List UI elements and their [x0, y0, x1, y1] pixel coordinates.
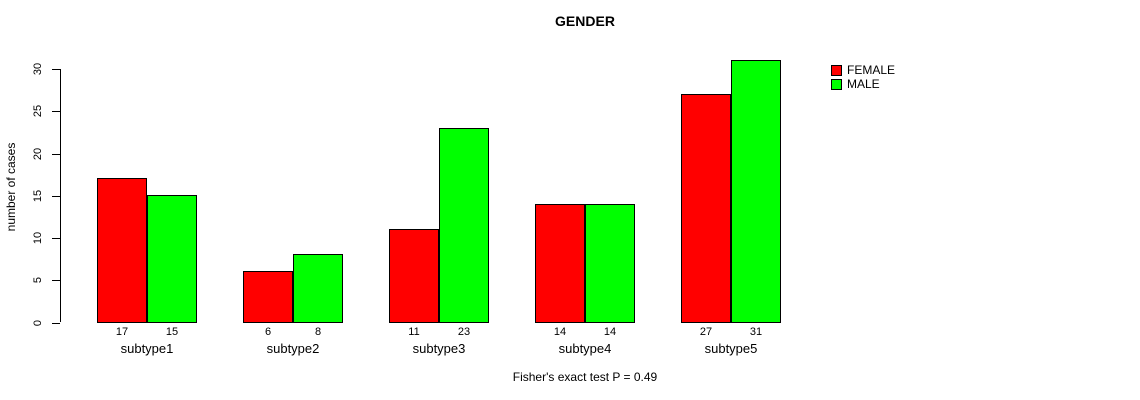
y-tick-mark [52, 323, 60, 324]
x-category-label: subtype2 [266, 341, 320, 356]
bar-male-subtype4 [585, 204, 635, 323]
bar-female-subtype1 [97, 178, 147, 323]
y-tick-label: 20 [32, 147, 44, 161]
bar-value-label: 17 [115, 326, 129, 338]
bar-female-subtype5 [681, 94, 731, 323]
y-tick-mark [52, 111, 60, 112]
x-category-label: subtype1 [120, 341, 174, 356]
x-category-label: subtype5 [704, 341, 758, 356]
bar-value-label: 14 [603, 326, 617, 338]
legend-item-female: FEMALE [831, 64, 895, 77]
bar-male-subtype2 [293, 254, 343, 323]
x-category-label: subtype4 [558, 341, 612, 356]
y-tick-label: 0 [32, 319, 44, 327]
bar-value-label: 27 [699, 326, 713, 338]
legend-item-male: MALE [831, 78, 895, 91]
y-tick-label: 25 [32, 104, 44, 118]
y-tick-label: 10 [32, 231, 44, 245]
bar-female-subtype2 [243, 271, 293, 323]
x-category-label: subtype3 [412, 341, 466, 356]
legend-label: MALE [847, 77, 880, 91]
y-tick-mark [52, 238, 60, 239]
y-tick-mark [52, 154, 60, 155]
y-tick-label: 30 [32, 62, 44, 76]
bar-male-subtype1 [147, 195, 197, 323]
bar-male-subtype3 [439, 128, 489, 323]
bar-value-label: 14 [553, 326, 567, 338]
bar-value-label: 23 [457, 326, 471, 338]
y-tick-mark [52, 196, 60, 197]
y-tick-label: 15 [32, 189, 44, 203]
bar-value-label: 11 [408, 326, 420, 338]
caption: Fisher's exact test P = 0.49 [512, 370, 658, 384]
y-axis-line [60, 69, 61, 322]
y-tick-label: 5 [32, 276, 44, 284]
bar-male-subtype5 [731, 60, 781, 323]
bar-female-subtype4 [535, 204, 585, 323]
bar-value-label: 8 [314, 326, 322, 338]
bar-value-label: 31 [749, 326, 763, 338]
y-tick-mark [52, 69, 60, 70]
legend-swatch-male [831, 79, 842, 90]
legend: FEMALE MALE [831, 64, 895, 92]
y-tick-mark [52, 280, 60, 281]
legend-label: FEMALE [847, 63, 896, 77]
bar-value-label: 6 [264, 326, 272, 338]
bar-value-label: 15 [165, 326, 179, 338]
legend-swatch-female [831, 65, 842, 76]
y-axis-title: number of cases [4, 142, 18, 232]
chart-title: GENDER [555, 13, 615, 29]
bar-female-subtype3 [389, 229, 439, 323]
